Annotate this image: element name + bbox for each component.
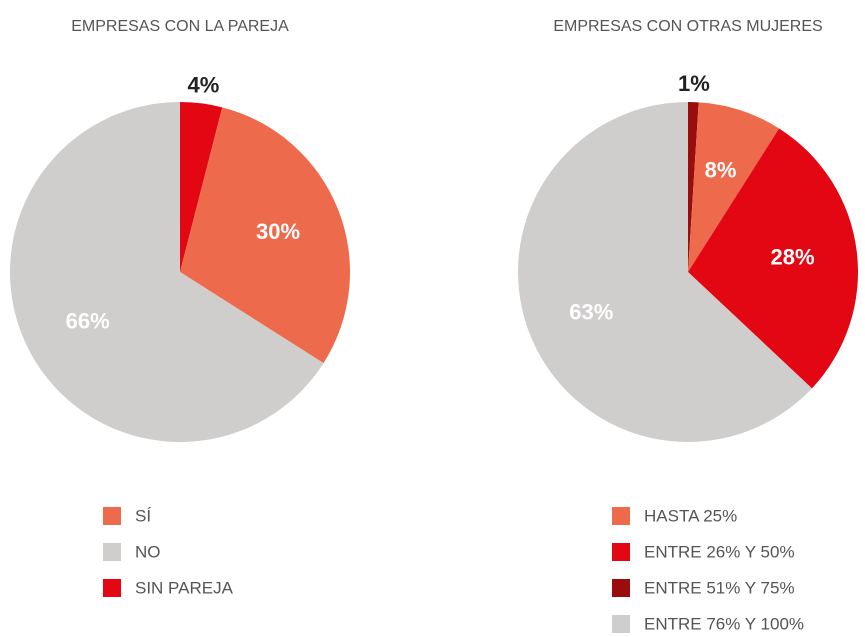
legend-swatch	[612, 615, 630, 633]
data-label: 63%	[569, 300, 613, 325]
data-label: 30%	[256, 219, 300, 244]
pie-slice	[180, 102, 223, 272]
legend-swatch	[103, 543, 121, 561]
pie-slice	[180, 107, 350, 364]
legend-swatch	[612, 579, 630, 597]
legend-swatch	[612, 543, 630, 561]
legend-label: ENTRE 51% Y 75%	[644, 578, 795, 597]
legend-label: NO	[135, 542, 161, 561]
data-label: 28%	[771, 245, 815, 270]
chart-title: EMPRESAS CON OTRAS MUJERES	[553, 18, 822, 35]
data-label: 8%	[705, 158, 737, 183]
pie-slice	[10, 102, 324, 442]
data-label: 66%	[66, 309, 110, 334]
data-label: 4%	[188, 72, 220, 97]
data-label: 1%	[678, 71, 710, 96]
legend-swatch	[103, 507, 121, 525]
legend-swatch	[103, 579, 121, 597]
legend-label: SÍ	[135, 506, 151, 525]
pie-slice	[688, 128, 859, 389]
pie-slice	[688, 102, 780, 273]
legend-label: ENTRE 76% Y 100%	[644, 614, 804, 633]
chart-title: EMPRESAS CON LA PAREJA	[71, 18, 289, 35]
legend-label: SIN PAREJA	[135, 578, 234, 597]
legend-label: ENTRE 26% Y 50%	[644, 542, 795, 561]
legend-label: HASTA 25%	[644, 506, 737, 525]
pie-slice	[688, 102, 699, 272]
pie-slice	[518, 102, 812, 442]
legend-swatch	[612, 507, 630, 525]
